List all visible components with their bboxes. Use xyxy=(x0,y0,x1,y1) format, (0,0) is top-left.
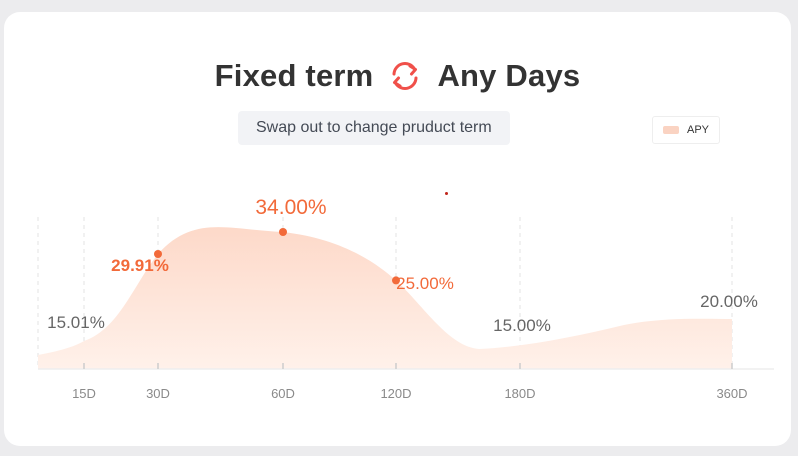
data-label: 15.01% xyxy=(47,313,105,332)
legend-label: APY xyxy=(687,124,710,136)
x-tick-label: 30D xyxy=(146,386,170,401)
term-title-row: Fixed term Any Days xyxy=(4,58,791,94)
any-days-title: Any Days xyxy=(437,58,581,93)
swap-hint: Swap out to change pruduct term xyxy=(238,111,510,145)
apy-area xyxy=(38,227,732,369)
x-tick-label: 360D xyxy=(716,386,747,401)
stray-dot xyxy=(445,192,448,195)
data-label: 29.91% xyxy=(111,256,169,275)
x-tick-label: 120D xyxy=(380,386,411,401)
apy-area-chart: 15D 15.01% 30D 29.91% 60D 34.00% 120D 25.00% 180… xyxy=(37,196,774,401)
data-point[interactable] xyxy=(279,228,287,236)
data-point[interactable] xyxy=(392,276,400,285)
data-point[interactable] xyxy=(154,250,162,259)
data-label: 20.00% xyxy=(700,292,758,311)
chart-legend[interactable]: APY xyxy=(652,116,721,144)
data-label: 15.00% xyxy=(493,316,551,335)
legend-swatch xyxy=(663,126,679,134)
swap-hint-text: Swap out to change pruduct term xyxy=(256,119,492,136)
x-tick-label: 60D xyxy=(271,386,295,401)
x-tick-label: 15D xyxy=(72,386,96,401)
fixed-term-title: Fixed term xyxy=(214,58,374,93)
data-label: 25.00% xyxy=(396,274,454,293)
x-tick-label: 180D xyxy=(504,386,535,401)
data-label: 34.00% xyxy=(255,196,326,219)
swap-rotate-icon xyxy=(392,62,418,90)
apy-card: Fixed term Any Days Swap out to change p… xyxy=(4,12,791,446)
swap-term-button[interactable] xyxy=(387,58,423,94)
